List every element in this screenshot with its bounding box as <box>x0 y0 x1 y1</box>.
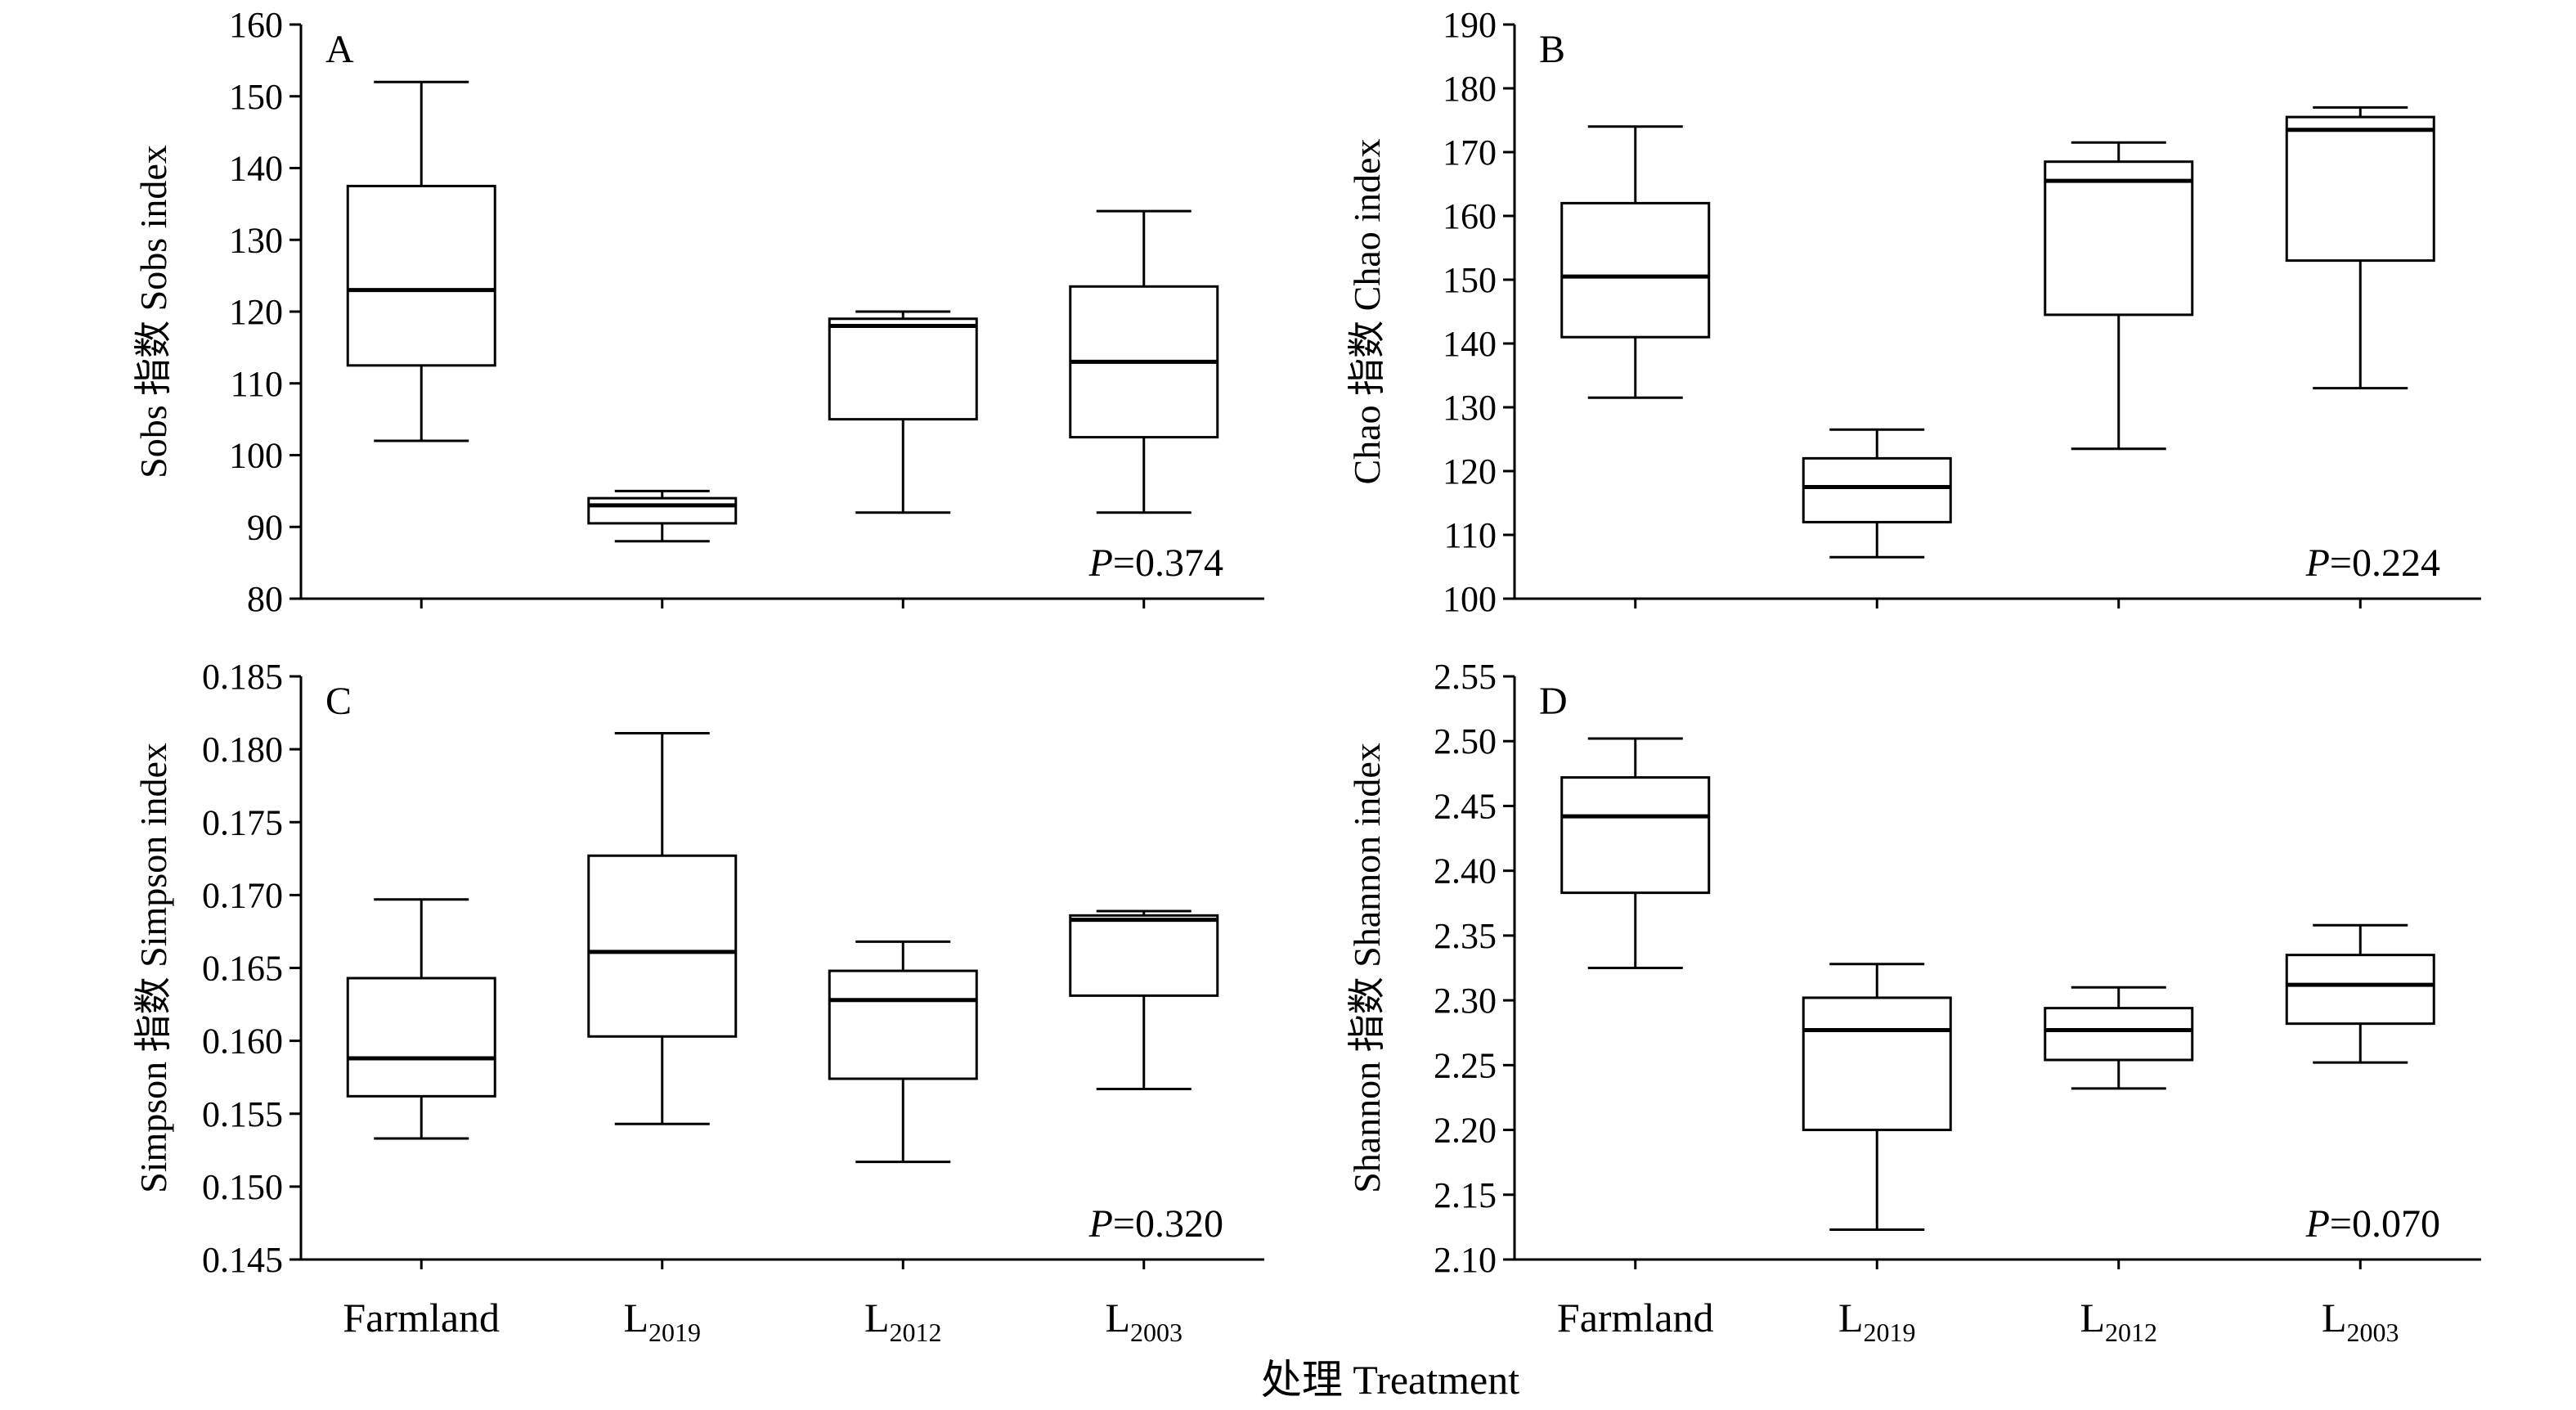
box-4 <box>2285 923 2435 1064</box>
y-tick-label: 80 <box>247 579 283 619</box>
box-3 <box>828 940 978 1164</box>
y-tick-label: 100 <box>1443 579 1497 619</box>
y-tick-label: 160 <box>1443 196 1497 236</box>
panel-a: 80 90 100 110 120 130 140 150 160 Sobs 指数 Sobs in… <box>132 5 1264 619</box>
box-1 <box>346 80 496 442</box>
p-value-label: P=0.070 <box>2305 1202 2440 1246</box>
box-4 <box>1069 909 1219 1090</box>
y-tick-label: 0.145 <box>202 1240 283 1280</box>
y-tick-label: 150 <box>229 77 283 117</box>
y-tick-label: 0.180 <box>202 730 283 770</box>
box-4 <box>2285 106 2435 390</box>
x-category-label: L2019 <box>1838 1295 1916 1347</box>
y-tick-label: 0.170 <box>202 875 283 915</box>
y-tick-label: 2.30 <box>1434 981 1497 1021</box>
panel-label: A <box>325 28 354 71</box>
p-value-label: P=0.224 <box>2305 541 2440 585</box>
x-category-label: Farmland <box>1557 1295 1714 1340</box>
x-category-label: L2019 <box>623 1295 701 1347</box>
y-tick-label: 2.45 <box>1434 786 1497 826</box>
y-tick-label: 0.160 <box>202 1022 283 1062</box>
iqr-box <box>2285 954 2435 1026</box>
iqr-box <box>1560 776 1711 895</box>
y-tick-label: 0.175 <box>202 802 283 842</box>
iqr-box <box>1802 996 1952 1132</box>
y-tick-label: 190 <box>1443 5 1497 45</box>
y-tick-label: 0.185 <box>202 657 283 697</box>
iqr-box <box>346 977 496 1098</box>
panel-label: D <box>1539 680 1568 723</box>
y-axis-title: Simpson 指数 Simpson index <box>132 743 174 1193</box>
box-1 <box>1560 125 1711 399</box>
y-tick-label: 170 <box>1443 132 1497 173</box>
y-tick-label: 90 <box>247 507 283 547</box>
y-tick-label: 160 <box>229 5 283 45</box>
box-1 <box>1560 737 1711 969</box>
y-tick-label: 2.15 <box>1434 1175 1497 1215</box>
y-tick-label: 2.50 <box>1434 721 1497 761</box>
iqr-box <box>1560 201 1711 339</box>
y-tick-label: 0.165 <box>202 949 283 989</box>
y-axis-title: Chao 指数 Chao index <box>1346 139 1388 485</box>
y-tick-label: 0.155 <box>202 1094 283 1134</box>
y-tick-label: 110 <box>1444 515 1497 555</box>
box-2 <box>587 732 738 1125</box>
box-2 <box>1802 963 1952 1232</box>
x-category-label: L2003 <box>2322 1295 2399 1347</box>
panel-b: 100 110 120 130 140 150 160 170 180 190 Chao 指数 Ch… <box>1346 5 2481 619</box>
p-value-label: P=0.320 <box>1088 1202 1223 1246</box>
iqr-box <box>2044 1007 2194 1062</box>
iqr-box <box>1802 456 1952 523</box>
x-category-label: L2003 <box>1105 1295 1183 1347</box>
y-tick-label: 2.40 <box>1434 851 1497 891</box>
y-tick-label: 150 <box>1443 260 1497 300</box>
y-tick-label: 2.35 <box>1434 916 1497 956</box>
y-tick-label: 120 <box>1443 451 1497 492</box>
y-tick-label: 140 <box>1443 324 1497 364</box>
box-3 <box>2044 141 2194 451</box>
y-tick-label: 0.150 <box>202 1167 283 1207</box>
y-tick-label: 100 <box>229 436 283 476</box>
box-4 <box>1069 209 1219 514</box>
y-tick-label: 180 <box>1443 69 1497 109</box>
iqr-box <box>346 184 496 367</box>
iqr-box <box>1069 914 1219 997</box>
panel-label: C <box>325 680 352 723</box>
y-tick-label: 130 <box>229 220 283 260</box>
x-category-label: L2012 <box>2080 1295 2157 1347</box>
iqr-box <box>587 496 738 525</box>
y-tick-label: 2.55 <box>1434 657 1497 697</box>
box-3 <box>828 310 978 514</box>
iqr-box <box>828 969 978 1080</box>
y-tick-label: 140 <box>229 149 283 189</box>
x-axis-title: 处理 Treatment <box>1261 1357 1519 1403</box>
panel-d: 2.10 2.15 2.20 2.25 2.30 2.35 2.40 2.45 2.50 2.55… <box>1346 657 2481 1347</box>
y-axis-title: Shannon 指数 Shannon index <box>1346 743 1388 1193</box>
x-category-label: Farmland <box>343 1295 500 1340</box>
p-value-label: P=0.374 <box>1088 541 1223 585</box>
iqr-box <box>2285 115 2435 263</box>
y-tick-label: 120 <box>229 292 283 332</box>
y-tick-label: 110 <box>231 364 283 404</box>
box-2 <box>1802 428 1952 559</box>
y-tick-label: 2.20 <box>1434 1111 1497 1151</box>
panel-label: B <box>1539 28 1565 71</box>
iqr-box <box>828 317 978 421</box>
box-3 <box>2044 986 2194 1090</box>
y-tick-label: 130 <box>1443 388 1497 428</box>
y-tick-label: 2.10 <box>1434 1240 1497 1280</box>
iqr-box <box>2044 160 2194 317</box>
x-category-label: L2012 <box>864 1295 942 1347</box>
panel-c: 0.145 0.150 0.155 0.160 0.165 0.170 0.175 0.180… <box>132 657 1264 1347</box>
box-1 <box>346 898 496 1140</box>
box-2 <box>587 489 738 543</box>
iqr-box <box>587 854 738 1038</box>
y-tick-label: 2.25 <box>1434 1045 1497 1085</box>
y-axis-title: Sobs 指数 Sobs index <box>132 145 174 478</box>
